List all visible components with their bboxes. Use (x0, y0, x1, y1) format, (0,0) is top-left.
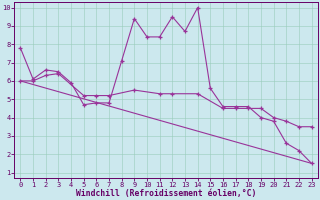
X-axis label: Windchill (Refroidissement éolien,°C): Windchill (Refroidissement éolien,°C) (76, 189, 256, 198)
